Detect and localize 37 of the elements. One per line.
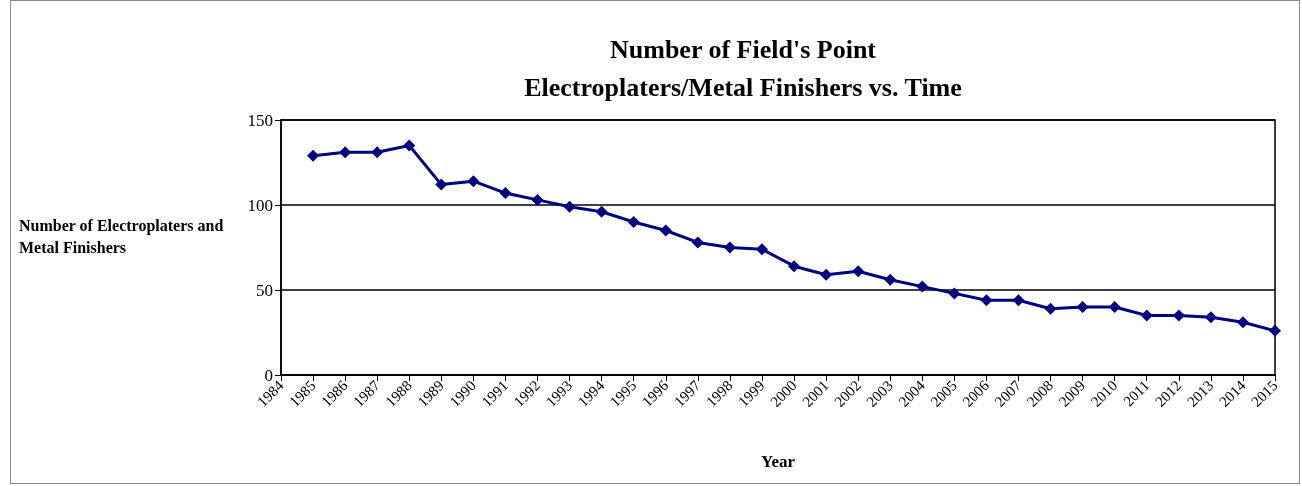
point (595, 205, 608, 218)
point (307, 149, 320, 162)
point (1044, 302, 1057, 315)
point (531, 193, 544, 206)
point (563, 200, 576, 213)
point (916, 280, 929, 293)
point (627, 216, 640, 228)
point (435, 178, 448, 191)
point (403, 139, 416, 152)
point (1076, 301, 1089, 313)
point (1140, 309, 1153, 322)
point (980, 294, 993, 307)
point (691, 236, 704, 249)
chart-title: Number of Field's Point Electroplaters/Metal Finishers vs. Time (524, 34, 962, 102)
y-tick-label: 150 (247, 110, 273, 130)
point (1108, 301, 1121, 313)
point (755, 243, 768, 256)
point (1012, 294, 1025, 307)
y-tick-label: 100 (247, 195, 273, 215)
point (948, 287, 961, 300)
point (1236, 316, 1249, 329)
point (1204, 311, 1217, 324)
y-axis-title: Number of Electroplaters and Metal Finishers (19, 216, 228, 256)
x-tick-label: 1991 (478, 377, 512, 410)
point (371, 146, 384, 159)
point (1269, 324, 1281, 337)
y-tick-label: 50 (256, 280, 273, 300)
point (820, 268, 833, 281)
point (852, 265, 865, 278)
x-axis-title: Year (761, 452, 796, 471)
point (788, 260, 801, 273)
point (659, 224, 672, 237)
point (884, 273, 897, 286)
point (499, 187, 512, 200)
y-tick-label: 0 (264, 365, 273, 385)
point (467, 175, 480, 188)
point (723, 241, 736, 254)
